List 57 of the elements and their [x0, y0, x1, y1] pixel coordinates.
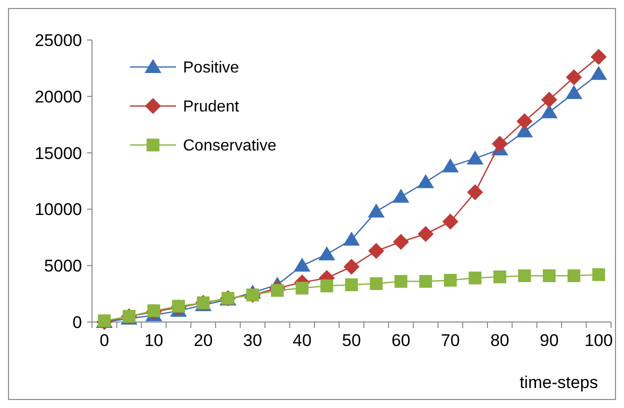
point [318, 246, 336, 260]
legend-label: Positive [183, 60, 240, 77]
y-tick-label: 25000 [34, 30, 82, 50]
point [296, 282, 308, 295]
point [442, 158, 459, 172]
point [566, 69, 582, 86]
y-tick-label: 15000 [34, 144, 82, 163]
x-tick-label: 60 [391, 331, 410, 350]
point [344, 258, 360, 275]
y-tick-label: 20000 [34, 87, 82, 106]
point [466, 150, 484, 164]
point [320, 280, 334, 292]
point [590, 48, 607, 65]
x-tick-label: 10 [144, 331, 164, 350]
x-tick-label: 80 [490, 331, 510, 350]
point [493, 270, 506, 284]
y-tick-label: 0 [72, 312, 82, 332]
point [392, 234, 409, 250]
point [343, 232, 360, 246]
point [492, 136, 508, 152]
point [370, 277, 383, 290]
point [442, 214, 458, 230]
point [592, 268, 606, 282]
x-tick-label: 70 [440, 331, 460, 350]
point [419, 274, 432, 288]
y-tick-label: 10000 [34, 200, 82, 220]
point [345, 278, 358, 292]
point [444, 274, 457, 287]
point [467, 184, 484, 200]
point [368, 203, 385, 218]
x-tick-label: 30 [243, 331, 262, 350]
point [468, 272, 482, 284]
point [417, 174, 434, 188]
legend-label: Conservative [183, 138, 276, 155]
point [566, 85, 582, 100]
y-tick-label: 5000 [44, 256, 82, 276]
point [518, 269, 531, 282]
point [418, 226, 434, 242]
x-tick-label: 40 [292, 331, 312, 350]
x-axis-title: time-steps [520, 373, 598, 392]
point [590, 66, 608, 80]
x-tick-label: 100 [584, 331, 613, 350]
point [542, 269, 556, 282]
point [516, 113, 532, 130]
x-tick-label: 90 [540, 331, 559, 350]
point [394, 274, 408, 288]
x-tick-label: 50 [342, 331, 361, 350]
point [541, 92, 558, 108]
point [368, 242, 384, 259]
legend-label: Prudent [183, 98, 240, 116]
x-tick-label: 20 [194, 331, 213, 350]
x-tick-label: 0 [100, 331, 110, 350]
point [568, 269, 580, 282]
point [270, 284, 284, 297]
point [172, 300, 185, 313]
point [392, 188, 410, 203]
point [294, 258, 310, 272]
